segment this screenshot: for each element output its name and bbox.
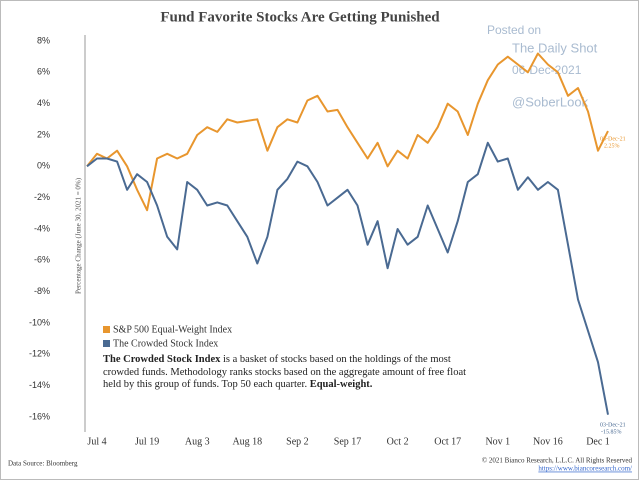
chart-title: Fund Favorite Stocks Are Getting Punishe… bbox=[160, 9, 440, 25]
y-tick-label: -10% bbox=[29, 317, 50, 327]
x-tick-label: Aug 18 bbox=[232, 436, 262, 447]
x-tick-label: Sep 2 bbox=[286, 436, 309, 447]
y-tick-label: 0% bbox=[37, 161, 50, 171]
watermark: @SoberLook bbox=[512, 94, 589, 109]
description: The Crowded Stock Index is a basket of s… bbox=[103, 354, 473, 392]
legend-label: S&P 500 Equal-Weight Index bbox=[113, 324, 232, 335]
y-tick-label: -2% bbox=[34, 192, 50, 202]
series-line bbox=[86, 141, 609, 415]
x-tick-label: Nov 1 bbox=[485, 436, 510, 447]
x-tick-label: Nov 16 bbox=[533, 436, 563, 447]
watermark: 06-Dec-2021 bbox=[512, 63, 582, 77]
url: https://www.biancoresearch.com/ bbox=[538, 465, 632, 473]
annotation: -15.85% bbox=[601, 429, 622, 435]
y-tick-label: -8% bbox=[34, 286, 50, 296]
annotation: 03-Dec-21 bbox=[600, 422, 626, 428]
y-tick-label: 2% bbox=[37, 129, 50, 139]
x-tick-label: Sep 17 bbox=[334, 436, 362, 447]
watermark: Posted on bbox=[487, 23, 541, 37]
annotation: 2.25% bbox=[604, 143, 620, 149]
y-tick-label: -14% bbox=[29, 380, 50, 390]
y-tick-label: -4% bbox=[34, 223, 50, 233]
legend-swatch bbox=[103, 326, 110, 333]
y-tick-label: -12% bbox=[29, 349, 50, 359]
annotation: 03-Dec-21 bbox=[600, 136, 626, 142]
y-tick-label: 8% bbox=[37, 35, 50, 45]
y-tick-label: 6% bbox=[37, 67, 50, 77]
desc-lead: The Crowded Stock Index bbox=[103, 354, 221, 365]
y-tick-label: 4% bbox=[37, 98, 50, 108]
desc-body: is a basket of stocks based on the holdi… bbox=[103, 354, 467, 390]
series-line bbox=[86, 52, 609, 212]
x-tick-label: Jul 19 bbox=[135, 436, 159, 447]
source: Data Source: Bloomberg bbox=[8, 460, 78, 468]
y-tick-label: -6% bbox=[34, 255, 50, 265]
legend-swatch bbox=[103, 340, 110, 347]
x-tick-label: Jul 4 bbox=[87, 436, 106, 447]
copyright: © 2021 Bianco Research, L.L.C. All Right… bbox=[482, 457, 633, 465]
x-tick-label: Oct 17 bbox=[434, 436, 461, 447]
y-tick-label: -16% bbox=[29, 411, 50, 421]
watermark: The Daily Shot bbox=[512, 40, 598, 55]
x-tick-label: Oct 2 bbox=[387, 436, 409, 447]
desc-tail: Equal-weight. bbox=[309, 379, 373, 390]
x-tick-label: Dec 1 bbox=[586, 436, 610, 447]
legend-label: The Crowded Stock Index bbox=[113, 338, 218, 349]
y-axis-label: Percentage Change (June 30, 2021 = 0%) bbox=[75, 177, 83, 294]
x-tick-label: Aug 3 bbox=[185, 436, 210, 447]
